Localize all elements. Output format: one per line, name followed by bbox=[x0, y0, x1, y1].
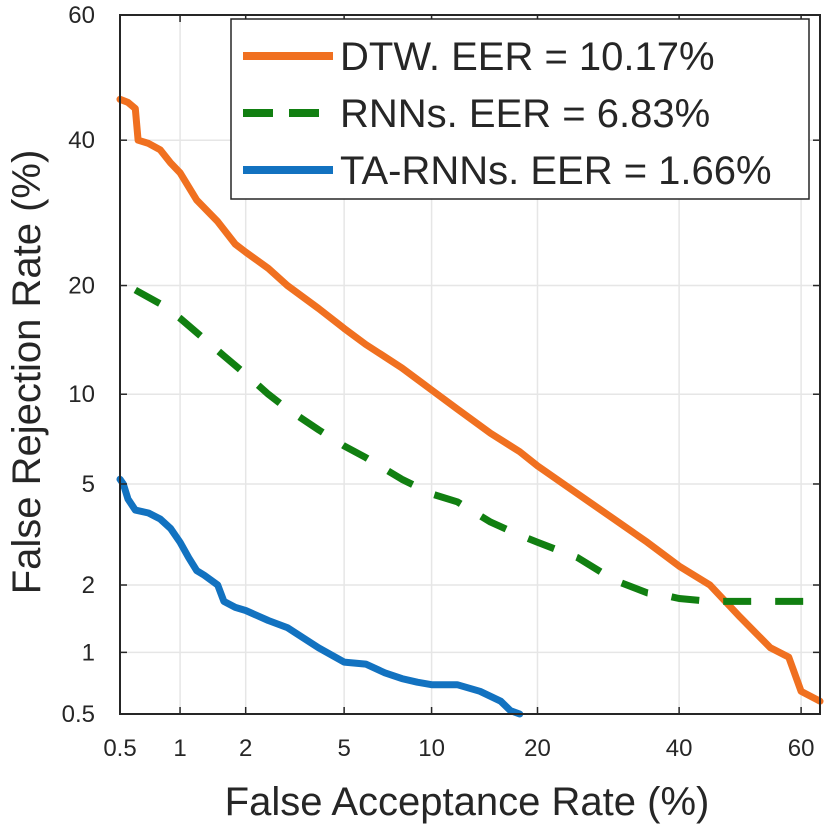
y-tick-label: 1 bbox=[82, 639, 95, 666]
y-tick-label: 20 bbox=[68, 273, 95, 300]
x-tick-label: 5 bbox=[337, 735, 350, 762]
x-tick-label: 60 bbox=[788, 735, 815, 762]
series-layer bbox=[116, 95, 824, 718]
legend-label-rnns: RNNs. EER = 6.83% bbox=[340, 92, 710, 136]
x-axis-title: False Acceptance Rate (%) bbox=[225, 780, 710, 824]
legend-label-dtw: DTW. EER = 10.17% bbox=[340, 35, 715, 79]
legend: DTW. EER = 10.17% RNNs. EER = 6.83% TA-R… bbox=[230, 18, 810, 200]
x-tick-label: 20 bbox=[524, 735, 551, 762]
x-tick-labels: 0.5 1 2 5 10 20 40 60 bbox=[103, 735, 814, 762]
x-tick-label: 40 bbox=[666, 735, 693, 762]
y-tick-label: 10 bbox=[68, 381, 95, 408]
y-tick-label: 5 bbox=[82, 471, 95, 498]
y-tick-labels: 0.5 1 2 5 10 20 40 60 bbox=[62, 2, 95, 728]
legend-label-ta-rnns: TA-RNNs. EER = 1.66% bbox=[340, 149, 772, 193]
plot-frame bbox=[119, 14, 821, 715]
y-tick-label: 60 bbox=[68, 2, 95, 29]
series-line-ta-rnns bbox=[116, 475, 524, 718]
x-tick-label: 2 bbox=[239, 735, 252, 762]
x-tick-label: 0.5 bbox=[103, 735, 136, 762]
y-tick-label: 0.5 bbox=[62, 701, 95, 728]
series-line-rnns bbox=[133, 286, 820, 605]
y-tick-label: 40 bbox=[68, 127, 95, 154]
series-line-dtw bbox=[116, 95, 824, 705]
x-tick-label: 1 bbox=[173, 735, 186, 762]
x-tick-label: 10 bbox=[418, 735, 445, 762]
y-tick-label: 2 bbox=[82, 572, 95, 599]
y-axis-title: False Rejection Rate (%) bbox=[5, 150, 49, 595]
